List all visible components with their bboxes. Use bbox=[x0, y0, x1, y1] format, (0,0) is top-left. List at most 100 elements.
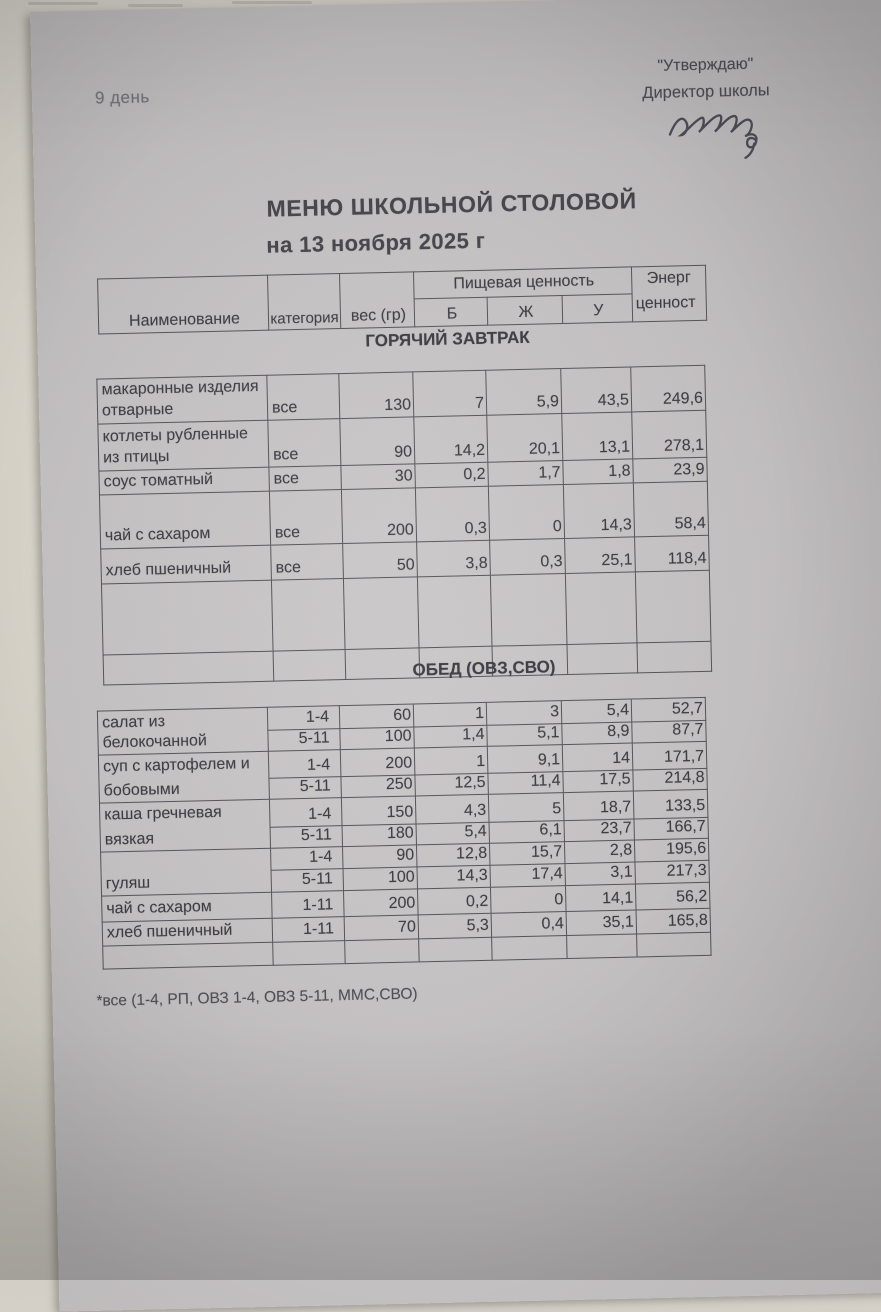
dish-name-cell: хлеб пшеничный bbox=[100, 545, 272, 585]
carbs-cell: 5,4 bbox=[561, 699, 632, 724]
empty-cell bbox=[417, 575, 493, 648]
dish-name-line2: вязкая bbox=[104, 830, 155, 849]
background-sheet-mark bbox=[128, 4, 183, 7]
carbs-cell: 13,1 bbox=[561, 411, 633, 461]
energy-cell: 133,5 bbox=[633, 789, 708, 820]
col-header-name: Наименование bbox=[97, 275, 269, 335]
fat-cell: 0,4 bbox=[491, 911, 567, 938]
dish-name-cell: чай с сахаром bbox=[99, 491, 271, 550]
empty-cell bbox=[566, 933, 638, 959]
fat-cell: 0 bbox=[488, 484, 565, 541]
footnote: *все (1-4, РП, ОВЗ 1-4, ОВЗ 5-11, ММС,СВ… bbox=[96, 985, 418, 1010]
empty-cell bbox=[343, 576, 420, 650]
background-sheet-mark bbox=[232, 1, 312, 4]
dish-name: чай с сахаром bbox=[106, 898, 213, 918]
protein-cell: 3,8 bbox=[416, 540, 491, 577]
category-cell: 1-11 bbox=[271, 890, 345, 919]
weight-cell: 200 bbox=[340, 747, 415, 777]
category-cell: 5-11 bbox=[267, 728, 341, 752]
background-sheet-mark bbox=[28, 2, 98, 5]
carbs-cell: 17,5 bbox=[562, 770, 634, 793]
fat-cell: 6,1 bbox=[489, 820, 565, 844]
weight-cell: 130 bbox=[338, 371, 414, 419]
weight-cell: 200 bbox=[341, 487, 417, 544]
empty-cell bbox=[102, 942, 274, 970]
protein-cell: 1 bbox=[413, 702, 487, 727]
dish-name-cell: чай с сахаром bbox=[101, 892, 273, 923]
dish-name: каша гречневая bbox=[104, 803, 222, 824]
protein-cell: 14,3 bbox=[416, 865, 491, 889]
weight-cell: 150 bbox=[341, 795, 417, 826]
category-cell: 1-4 bbox=[267, 705, 340, 731]
weight-cell: 70 bbox=[344, 914, 419, 941]
energy-cell: 166,7 bbox=[633, 817, 709, 840]
fat-cell: 11,4 bbox=[487, 771, 564, 795]
protein-cell: 1 bbox=[414, 746, 488, 775]
empty-cell bbox=[490, 573, 567, 647]
protein-cell: 0,2 bbox=[417, 887, 492, 915]
empty-cell bbox=[635, 570, 711, 643]
protein-cell: 12,8 bbox=[416, 843, 490, 867]
protein-cell: 4,3 bbox=[415, 794, 490, 824]
energy-cell: 195,6 bbox=[634, 838, 709, 862]
fat-cell: 17,4 bbox=[489, 863, 566, 888]
dish-name-line2: отварные bbox=[101, 400, 174, 420]
carbs-cell: 35,1 bbox=[566, 909, 637, 936]
approval-block: "Утверждаю" Директор школы bbox=[630, 55, 781, 103]
category-cell: 1-4 bbox=[268, 749, 341, 779]
carbs-cell: 1,8 bbox=[562, 458, 634, 485]
fat-cell: 5,1 bbox=[486, 723, 563, 747]
energy-cell: 118,4 bbox=[634, 535, 710, 572]
carbs-cell: 43,5 bbox=[560, 366, 632, 414]
breakfast-table: макаронные изделия отварные все 130 7 5,… bbox=[96, 365, 712, 686]
category-cell: все bbox=[270, 543, 344, 581]
dish-name-cell: суп с картофелем и бобовыми bbox=[98, 751, 270, 804]
category-cell: все bbox=[268, 465, 342, 492]
protein-cell: 5,3 bbox=[418, 913, 492, 939]
col-header-fat: Ж bbox=[487, 295, 563, 326]
carbs-cell: 23,7 bbox=[563, 819, 635, 842]
menu-document-page: 9 день "Утверждаю" Директор школы МЕНЮ Ш… bbox=[30, 0, 881, 1312]
fat-cell: 15,7 bbox=[489, 841, 565, 866]
dish-name-cell: макаронные изделия отварные bbox=[96, 375, 268, 425]
approval-director-label: Директор школы bbox=[642, 81, 770, 103]
dish-name-cell: котлеты рубленные из птицы bbox=[97, 420, 269, 472]
carbs-cell: 14,1 bbox=[565, 883, 637, 912]
energy-cell: 58,4 bbox=[633, 481, 709, 537]
menu-title: МЕНЮ ШКОЛЬНОЙ СТОЛОВОЙ bbox=[266, 187, 638, 222]
director-signature-icon bbox=[668, 114, 758, 159]
weight-cell: 50 bbox=[342, 541, 418, 579]
carbs-cell: 3,1 bbox=[564, 861, 636, 886]
fat-cell: 20,1 bbox=[486, 413, 563, 463]
fat-cell: 1,7 bbox=[487, 460, 564, 487]
dish-name-line2: белокочанной bbox=[102, 732, 208, 752]
fat-cell: 9,1 bbox=[487, 744, 563, 774]
energy-cell: 217,3 bbox=[634, 860, 710, 884]
lunch-table: салат из белокочанной 1-4 60 1 3 5,4 52,… bbox=[97, 697, 712, 970]
dish-name: хлеб пшеничный bbox=[106, 921, 233, 942]
energy-cell: 249,6 bbox=[630, 365, 706, 412]
empty-cell bbox=[271, 578, 346, 652]
approval-word: "Утверждаю" bbox=[657, 55, 754, 75]
protein-cell: 5,4 bbox=[416, 822, 490, 845]
energy-cell: 52,7 bbox=[631, 697, 706, 723]
empty-cell bbox=[565, 571, 637, 645]
empty-cell bbox=[101, 580, 274, 656]
weight-cell: 90 bbox=[339, 416, 415, 466]
category-cell: 5-11 bbox=[270, 825, 343, 849]
fat-cell: 0,3 bbox=[489, 538, 566, 576]
day-label: 9 день bbox=[94, 87, 150, 108]
menu-date: на 13 ноября 2025 г bbox=[266, 227, 486, 258]
fat-cell: 5 bbox=[488, 792, 564, 823]
col-header-protein: Б bbox=[414, 297, 488, 327]
carbs-cell: 14,3 bbox=[563, 482, 635, 539]
carbs-cell: 2,8 bbox=[564, 840, 635, 864]
menu-header-table: Наименование категория вес (гр) Пищевая … bbox=[97, 265, 707, 335]
protein-cell: 0,3 bbox=[415, 486, 490, 542]
weight-cell: 100 bbox=[343, 866, 418, 891]
dish-name: соус томатный bbox=[103, 470, 214, 491]
category-cell: 5-11 bbox=[268, 776, 342, 800]
category-cell: 1-4 bbox=[269, 797, 343, 828]
energy-cell: 214,8 bbox=[632, 768, 708, 792]
dish-name: чай с сахаром bbox=[104, 525, 211, 545]
